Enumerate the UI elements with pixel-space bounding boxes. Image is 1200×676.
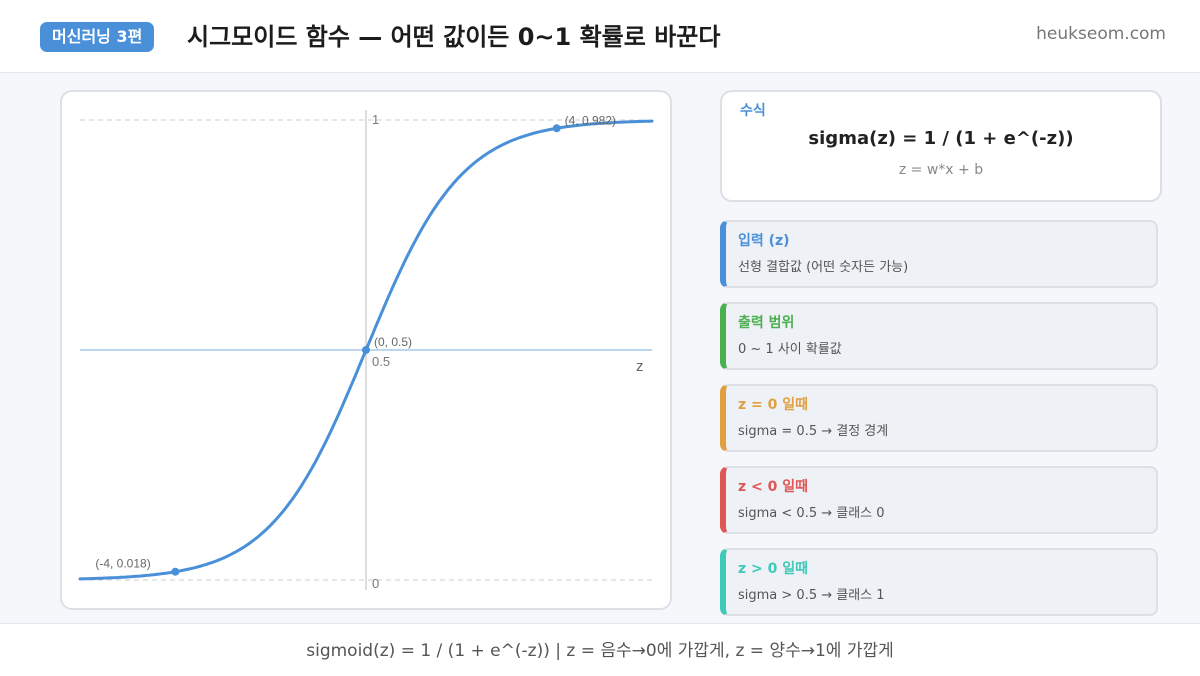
info-card-z-positive: z > 0 일때 sigma > 0.5 → 클래스 1 xyxy=(720,548,1158,616)
formula-main: sigma(z) = 1 / (1 + e^(-z)) xyxy=(808,128,1074,149)
info-card-output-range: 출력 범위 0 ~ 1 사이 확률값 xyxy=(720,302,1158,370)
info-card-input: 입력 (z) 선형 결합값 (어떤 숫자든 가능) xyxy=(720,220,1158,288)
data-point xyxy=(552,124,561,133)
data-point xyxy=(362,346,370,354)
info-card-title: 출력 범위 xyxy=(738,315,795,331)
formula-label: 수식 xyxy=(740,103,766,119)
info-card-desc: sigma = 0.5 → 결정 경계 xyxy=(738,424,889,439)
info-card-title: 입력 (z) xyxy=(738,233,790,249)
footer-bar: sigmoid(z) = 1 / (1 + e^(-z)) | z = 음수→0… xyxy=(0,623,1200,676)
page-title: 시그모이드 함수 — 어떤 값이든 0~1 확률로 바꾼다 xyxy=(187,23,721,51)
ytick-top-label: 1 xyxy=(372,112,379,127)
info-card-z-negative: z < 0 일때 sigma < 0.5 → 클래스 0 xyxy=(720,466,1158,534)
info-card-desc: sigma > 0.5 → 클래스 1 xyxy=(738,588,885,603)
info-card-desc: 0 ~ 1 사이 확률값 xyxy=(738,342,842,357)
site-link[interactable]: heukseom.com xyxy=(1036,24,1166,44)
info-card-desc: sigma < 0.5 → 클래스 0 xyxy=(738,506,885,521)
info-card-title: z < 0 일때 xyxy=(738,479,809,495)
ytick-bottom-label: 0 xyxy=(372,576,379,591)
info-card-title: z = 0 일때 xyxy=(738,397,809,413)
formula-card: 수식 sigma(z) = 1 / (1 + e^(-z)) z = w*x +… xyxy=(720,90,1162,202)
info-card-desc: 선형 결합값 (어떤 숫자든 가능) xyxy=(738,260,909,275)
series-badge: 머신러닝 3편 xyxy=(40,22,155,52)
sigmoid-plot: 1 0 0.5 z (-4, 0.018) (0, 0.5) (4, 0.982) xyxy=(78,110,654,591)
header-bar: 머신러닝 3편 시그모이드 함수 — 어떤 값이든 0~1 확률로 바꾼다 he… xyxy=(0,0,1200,73)
data-point-label: (4, 0.982) xyxy=(565,113,616,127)
data-point xyxy=(171,567,180,576)
formula-sub: z = w*x + b xyxy=(898,162,984,178)
footer-formula: sigmoid(z) = 1 / (1 + e^(-z)) | z = 음수→0… xyxy=(306,641,894,661)
y-mid-label: 0.5 xyxy=(372,354,390,369)
info-card-z-zero: z = 0 일때 sigma = 0.5 → 결정 경계 xyxy=(720,384,1158,452)
info-card-title: z > 0 일때 xyxy=(738,561,809,577)
data-point-label: (0, 0.5) xyxy=(374,335,412,349)
x-axis-label: z xyxy=(636,358,644,375)
sigmoid-plot-card: 1 0 0.5 z (-4, 0.018) (0, 0.5) (4, 0.982) xyxy=(60,90,672,610)
data-point-label: (-4, 0.018) xyxy=(95,557,150,571)
